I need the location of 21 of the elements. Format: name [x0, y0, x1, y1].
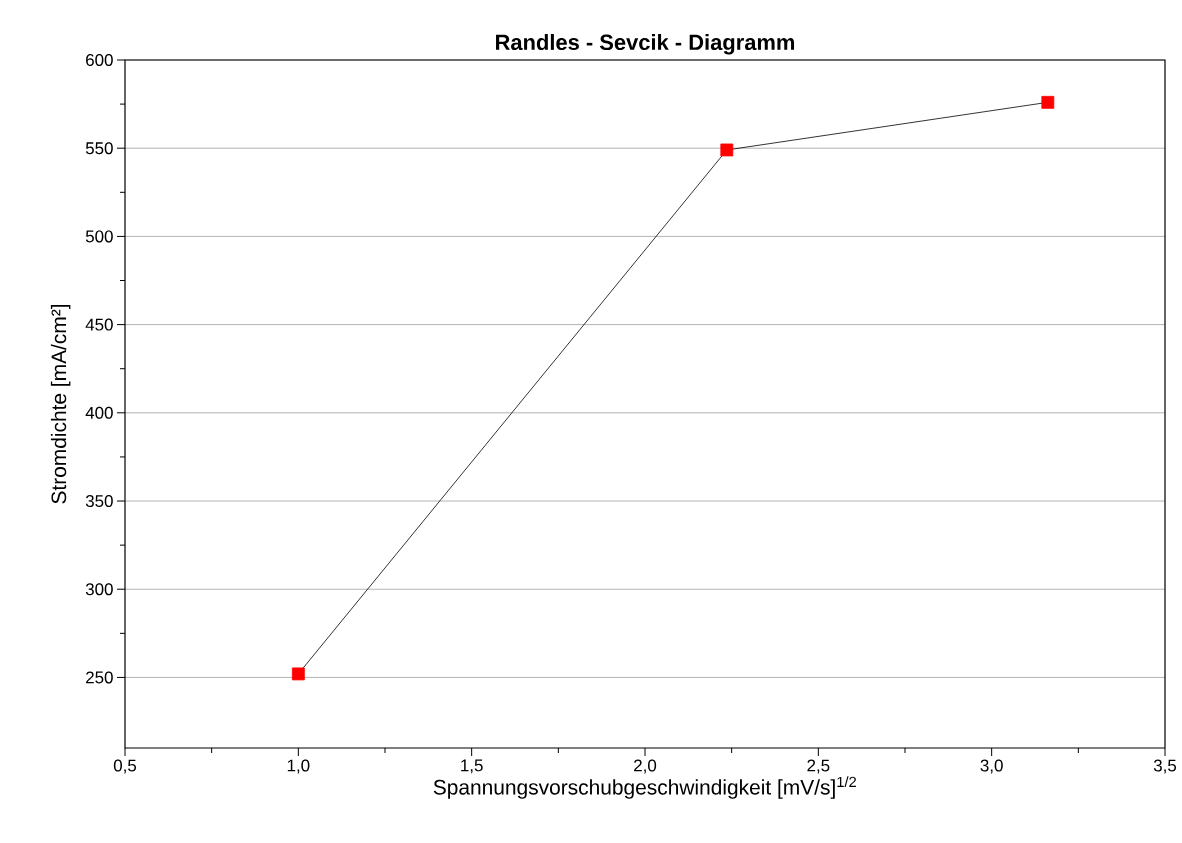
y-tick-label: 550 [85, 142, 113, 155]
x-tick-label: 2,0 [634, 759, 657, 774]
point [291, 667, 305, 681]
x-tick-label: 2,5 [807, 759, 830, 774]
y-tick-label: 600 [86, 54, 113, 66]
x-tick-label: 0,5 [113, 759, 137, 774]
x-tick-label: 3,5 [1153, 759, 1177, 774]
y-tick-label: 350 [85, 495, 113, 508]
x-tick-label: 3,0 [980, 759, 1003, 774]
y-tick-label: 400 [85, 406, 113, 419]
point [720, 143, 734, 157]
y-axis-title: Stromdichte [mA/cm²] [50, 304, 71, 504]
x-tick-label: 1,5 [461, 759, 483, 774]
y-tick-label: 250 [86, 671, 113, 684]
y-tick-label: 500 [85, 230, 113, 243]
x-tick-label: 1,0 [287, 759, 310, 774]
y-tick-label: 300 [85, 583, 113, 596]
chart-title: Randles - Sevcik - Diagramm [496, 33, 795, 55]
point [1041, 95, 1055, 109]
y-tick-label: 450 [85, 318, 113, 331]
x-axis-title: Spannungsvorschubgeschwindigkeit [mV/s]$^{1/2}$ [433, 776, 856, 799]
